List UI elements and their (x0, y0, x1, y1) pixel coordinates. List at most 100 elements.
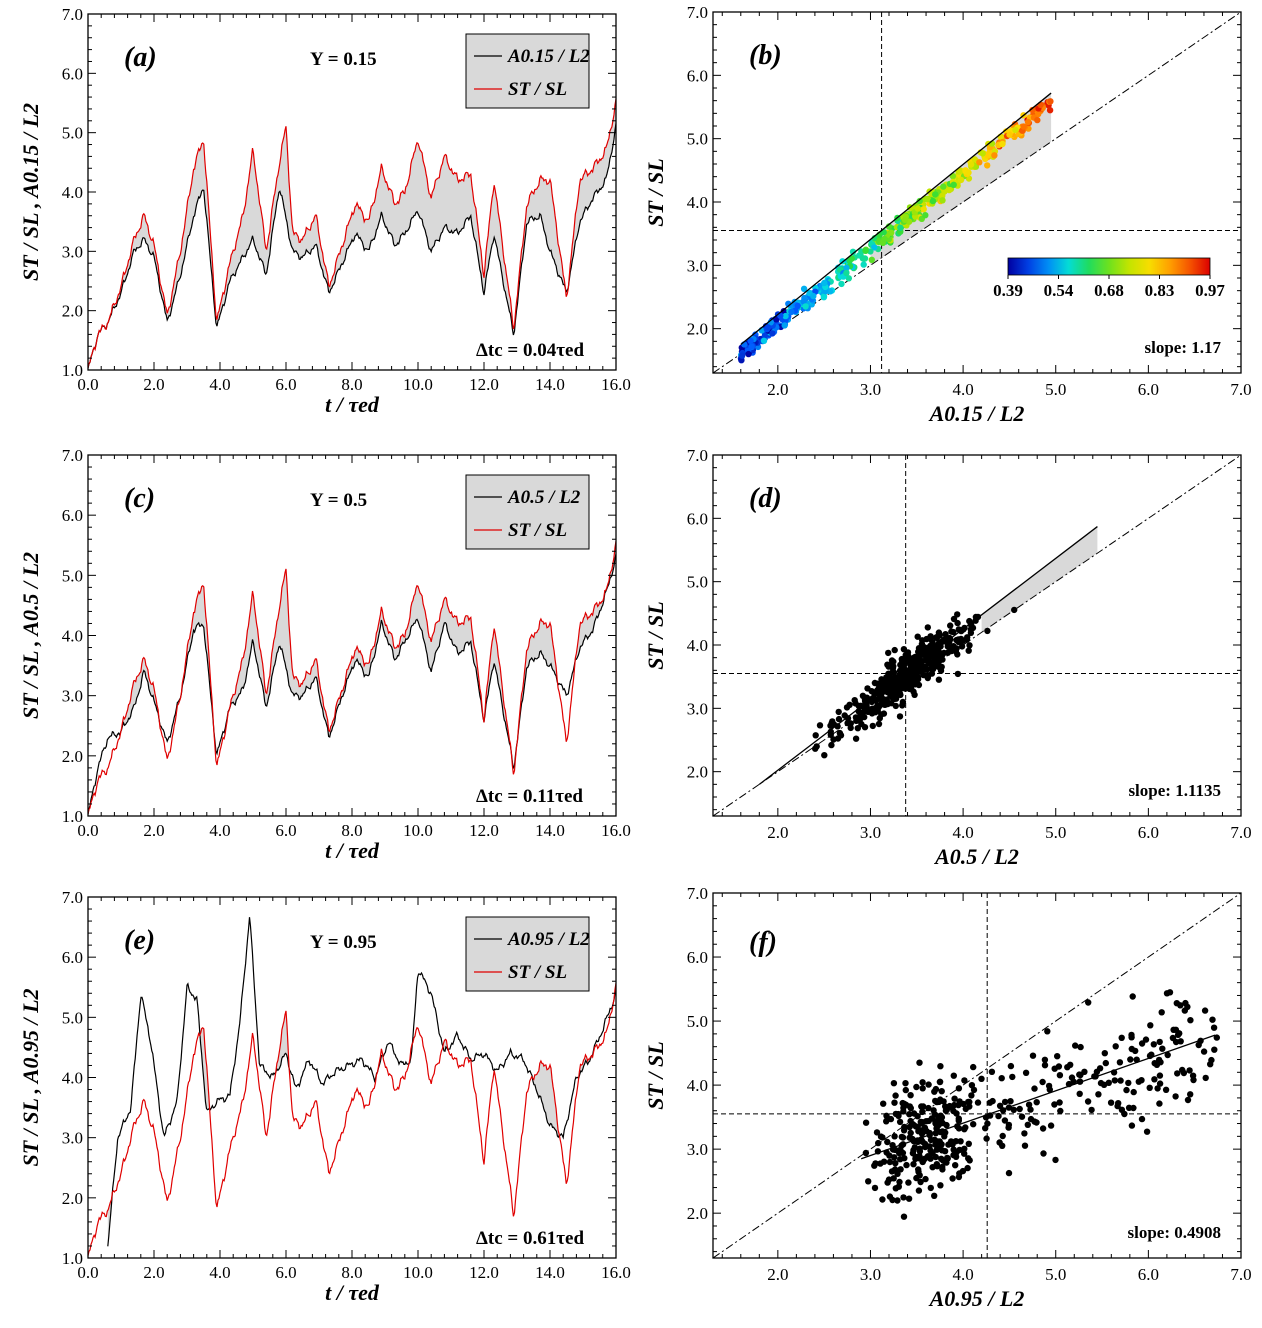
scatter-points (862, 989, 1221, 1220)
scatter-point (1033, 1099, 1040, 1106)
scatter-point (921, 644, 928, 651)
scatter-point (905, 1195, 913, 1202)
scatter-point (897, 1156, 904, 1163)
x-tick-label: 16.0 (601, 375, 631, 394)
scatter-point (827, 288, 834, 295)
y-tick-label: 4.0 (62, 1069, 83, 1088)
scatter-point (849, 248, 857, 255)
scatter-points (737, 98, 1054, 364)
scatter-point (915, 1187, 923, 1194)
scatter-point (896, 1178, 903, 1186)
scatter-point (845, 275, 852, 282)
scatter-point (937, 1182, 944, 1189)
scatter-point (868, 256, 875, 263)
scatter-point (979, 150, 986, 157)
scatter-point (951, 1095, 958, 1102)
x-tick-label: 4.0 (209, 821, 230, 840)
scatter-point (890, 1080, 898, 1087)
scatter-point (937, 1063, 944, 1070)
scatter-point (965, 169, 972, 176)
scatter-point (1045, 1082, 1053, 1090)
scatter-point (862, 1119, 870, 1126)
x-tick-label: 7.0 (1230, 823, 1251, 842)
x-tick-label: 10.0 (403, 821, 433, 840)
scatter-point (1116, 1059, 1124, 1066)
x-tick-label: 4.0 (952, 380, 973, 399)
scatter-point (950, 181, 957, 188)
scatter-point (1031, 1085, 1038, 1092)
x-tick-label: 4.0 (952, 823, 973, 842)
scatter-point (1114, 1102, 1121, 1110)
scatter-point (910, 1110, 918, 1117)
fit-line (860, 1034, 1216, 1160)
scatter-point (861, 724, 869, 731)
scatter-point (936, 1078, 944, 1086)
scatter-point (916, 1152, 923, 1160)
scatter-point (1209, 1016, 1216, 1023)
scatter-point (880, 1100, 887, 1107)
legend-box (465, 33, 590, 109)
scatter-point (1029, 106, 1036, 114)
scatter-point (914, 205, 921, 212)
scatter-point (1213, 1034, 1221, 1041)
y-tick-label: 7.0 (62, 888, 83, 907)
scatter-point (913, 1083, 920, 1091)
x-axis-label: t / τed (325, 1280, 380, 1305)
x-tick-label: 14.0 (535, 375, 565, 394)
scatter-point (900, 646, 908, 653)
scatter-point (999, 1132, 1006, 1140)
scatter-point (1174, 1070, 1181, 1077)
scatter-point (1201, 1007, 1209, 1014)
x-tick-label: 3.0 (860, 1265, 881, 1284)
scatter-point (836, 729, 844, 737)
scatter-point (886, 1193, 894, 1200)
plot-frame (712, 892, 1242, 1259)
y-axis-label: ST / SL , A0.95 / L2 (18, 988, 43, 1166)
scatter-point (1041, 1056, 1049, 1064)
y-tick-label: 5.0 (687, 1012, 708, 1031)
scatter-point (1146, 1084, 1153, 1092)
scatter-point (920, 206, 927, 213)
scatter-point (769, 330, 776, 337)
scatter-point (860, 261, 867, 268)
colorbar-tick-label: 0.83 (1145, 281, 1175, 300)
scatter-point (959, 1167, 967, 1175)
scatter-point (924, 1153, 932, 1160)
x-tick-label: 8.0 (341, 375, 362, 394)
scatter-point (1128, 1034, 1135, 1041)
scatter-point (834, 723, 841, 730)
scatter-point (999, 140, 1006, 148)
legend-label-flame-speed: ST / SL (508, 79, 567, 100)
scatter-point (1012, 126, 1019, 134)
y-tick-label: 4.0 (687, 193, 708, 212)
scatter-point (872, 1160, 879, 1167)
scatter-point (857, 702, 864, 709)
scatter-point (1067, 1061, 1074, 1069)
y-tick-label: 5.0 (62, 124, 83, 143)
scatter-point (918, 1120, 925, 1127)
scatter-point (920, 671, 927, 679)
scatter-point (968, 1082, 976, 1089)
scatter-point (950, 1072, 957, 1079)
scatter-point (820, 294, 828, 301)
scatter-point (899, 1099, 906, 1107)
scatter-point (885, 649, 892, 657)
scatter-point (871, 244, 878, 251)
scatter-point (777, 312, 784, 319)
scatter-point (869, 722, 876, 730)
scatter-point (1084, 1098, 1092, 1105)
scatter-point (920, 1103, 927, 1110)
scatter-point (995, 1112, 1002, 1120)
colorbar-tick-label: 0.39 (993, 281, 1023, 300)
scatter-point (827, 722, 834, 729)
y-axis-label: ST / SL (643, 158, 668, 226)
legend-label-flame-speed: ST / SL (508, 520, 567, 541)
scatter-point (865, 1178, 872, 1185)
scatter-point (927, 1136, 935, 1144)
panel-f: 2.0 3.0 4.0 5.0 6.0 7.0 2.0 3.0 4.0 5.0 6.0 7.0 (f) s… (643, 884, 1252, 1311)
scatter-point (999, 1142, 1006, 1150)
scatter-point (1016, 1105, 1023, 1113)
colorbar (1007, 257, 1211, 276)
x-tick-label: 4.0 (952, 1265, 973, 1284)
